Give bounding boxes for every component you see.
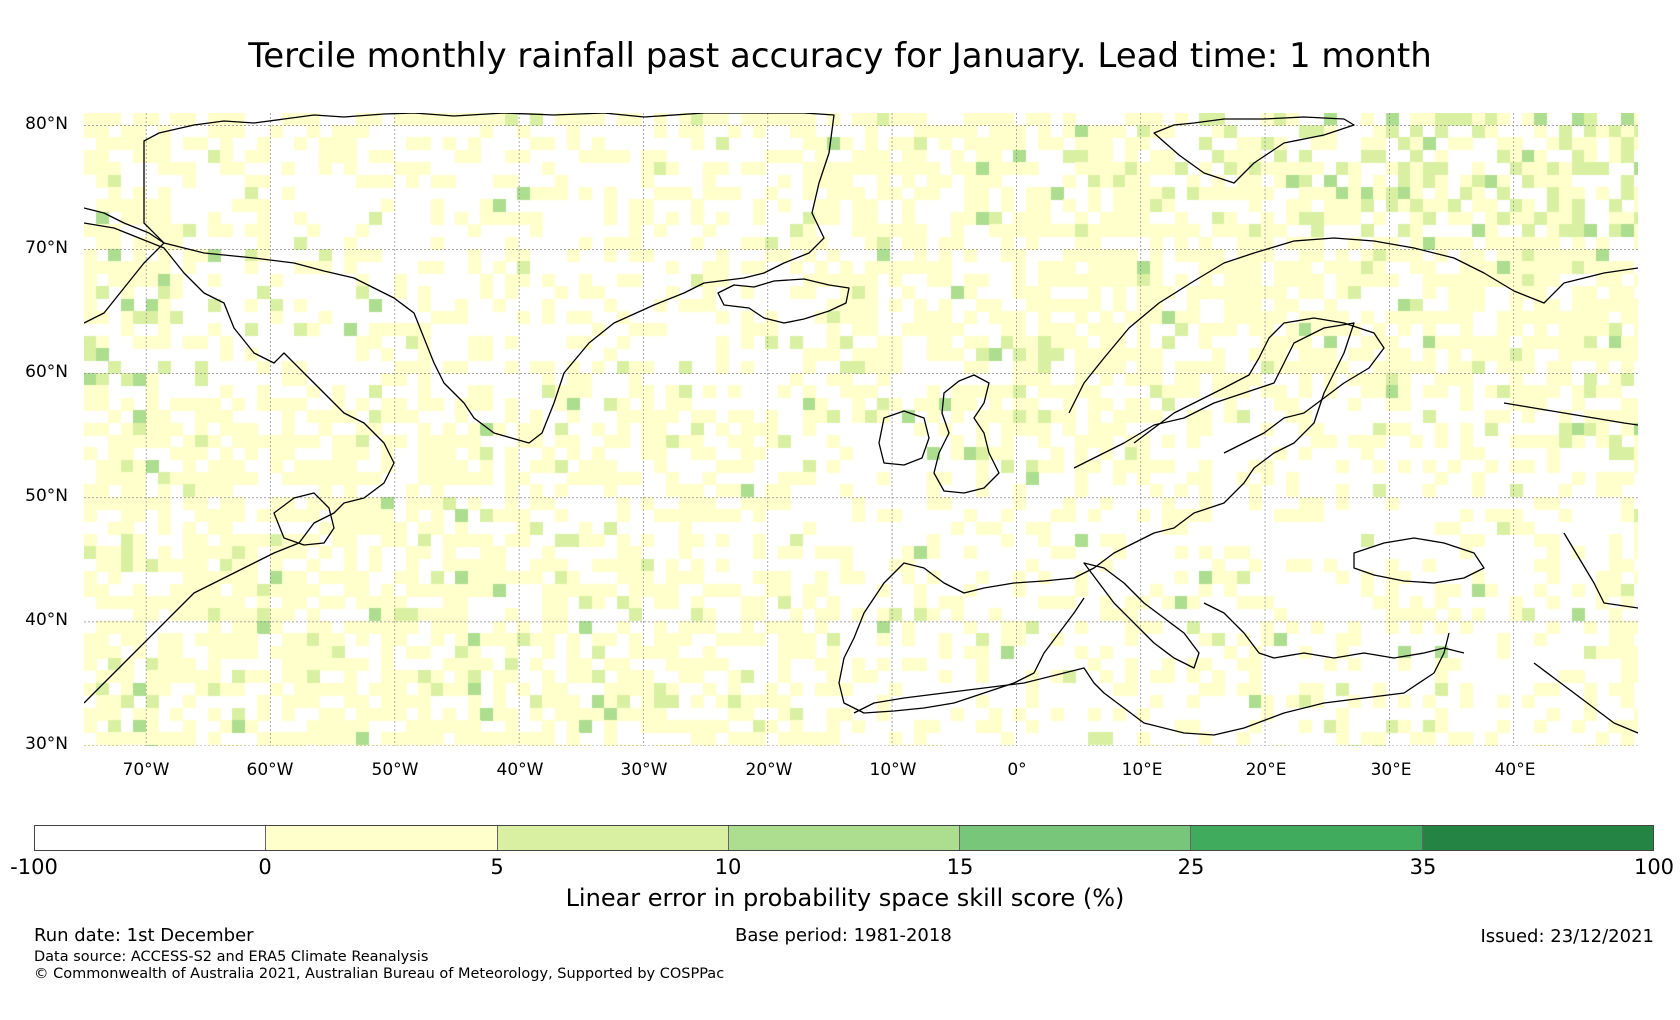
coastline-scandinavia (1068, 237, 1638, 414)
map-title: Tercile monthly rainfall past accuracy f… (248, 36, 1432, 76)
colorbar-tick: 10 (714, 855, 742, 879)
coastlines (84, 113, 1638, 736)
coastline-black-sea (1353, 537, 1485, 584)
gridlines (84, 113, 1638, 746)
coastline-africa-east (1533, 662, 1638, 734)
coastline-iceland (717, 278, 850, 324)
skill-score-grid (84, 113, 1638, 746)
lon-label-60w: 60°W (246, 760, 294, 780)
colorbar-tick: 5 (490, 855, 504, 879)
lon-label-20e: 20°E (1245, 760, 1287, 780)
lon-label-20w: 20°W (745, 760, 793, 780)
skill-score-map (84, 113, 1638, 746)
data-source: Data source: ACCESS-S2 and ERA5 Climate … (34, 949, 429, 965)
colorbar-segment (1422, 826, 1653, 850)
lat-label-30n: 30°N (25, 734, 68, 754)
coastline-russia-north (1503, 402, 1638, 426)
lon-label-10w: 10°W (869, 760, 917, 780)
coastline-greece-turkey (1203, 602, 1465, 659)
coastline-italy (1083, 562, 1200, 669)
colorbar-segment (35, 826, 267, 850)
lon-label-30e: 30°E (1370, 760, 1412, 780)
lat-label-70n: 70°N (25, 238, 68, 258)
colorbar-segment (497, 826, 729, 850)
colorbar-tick: 0 (258, 855, 272, 879)
colorbar-segment (266, 826, 498, 850)
coastline-greenland (143, 113, 835, 444)
coastline-great-britain (933, 374, 1000, 494)
lat-label-60n: 60°N (25, 362, 68, 382)
colorbar-tick: 100 (1633, 855, 1675, 879)
colorbar-tick: 15 (946, 855, 974, 879)
coastline-caspian-east (1563, 532, 1638, 609)
coastline-baffin (84, 207, 165, 324)
colorbar-label: Linear error in probability space skill … (565, 884, 1125, 912)
coastline-canada (84, 222, 395, 704)
coastline-newfoundland (273, 492, 335, 546)
colorbar-segment (960, 826, 1192, 850)
colorbar (34, 825, 1654, 851)
lat-label-50n: 50°N (25, 486, 68, 506)
coastline-svalbard (1153, 116, 1355, 184)
lon-label-40w: 40°W (496, 760, 544, 780)
lon-label-40e: 40°E (1494, 760, 1536, 780)
colorbar-tick: 25 (1177, 855, 1205, 879)
colorbar-tick: -100 (10, 855, 58, 879)
lat-label-40n: 40°N (25, 610, 68, 630)
lon-label-70w: 70°W (122, 760, 170, 780)
copyright: © Commonwealth of Australia 2021, Austra… (34, 966, 725, 982)
colorbar-segment (728, 826, 961, 850)
coastline-baltic (1133, 317, 1385, 454)
lon-label-30w: 30°W (620, 760, 668, 780)
lon-label-50w: 50°W (371, 760, 419, 780)
colorbar-segment (1191, 826, 1423, 850)
coastline-mediterranean (853, 632, 1450, 736)
colorbar-tick: 35 (1409, 855, 1437, 879)
run-date: Run date: 1st December (34, 925, 254, 946)
base-period: Base period: 1981-2018 (735, 925, 952, 946)
coastline-europe (838, 322, 1355, 714)
lon-label-10e: 10°E (1121, 760, 1163, 780)
coastline-ireland (878, 410, 930, 466)
lat-label-80n: 80°N (25, 114, 68, 134)
map-overlay (84, 113, 1638, 746)
issued-date: Issued: 23/12/2021 (1480, 926, 1654, 947)
lon-label-0: 0° (1007, 760, 1027, 780)
